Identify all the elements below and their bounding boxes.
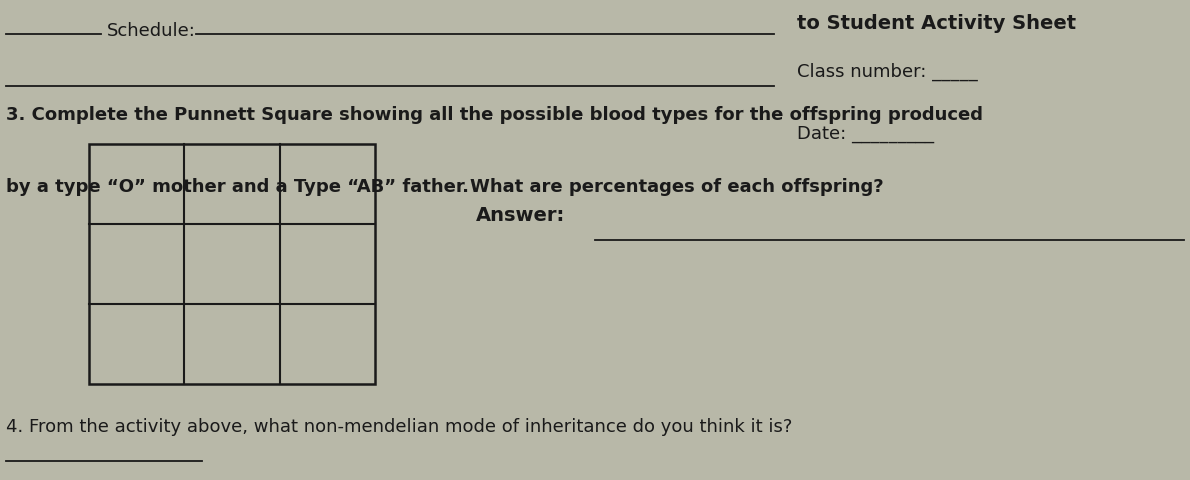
Text: Answer:: Answer: [476,206,565,226]
Text: to Student Activity Sheet: to Student Activity Sheet [797,14,1077,34]
Text: 3. Complete the Punnett Square showing all the possible blood types for the offs: 3. Complete the Punnett Square showing a… [6,106,983,123]
Text: Schedule:: Schedule: [107,22,196,40]
Bar [89,144,375,384]
Text: 4. From the activity above, what non-mendelian mode of inheritance do you think : 4. From the activity above, what non-men… [6,418,793,436]
Text: What are percentages of each offspring?: What are percentages of each offspring? [470,178,884,196]
Text: Class number: _____: Class number: _____ [797,62,978,81]
Text: Date: _________: Date: _________ [797,125,934,143]
Text: by a type “O” mother and a Type “AB” father.: by a type “O” mother and a Type “AB” fat… [6,178,475,196]
